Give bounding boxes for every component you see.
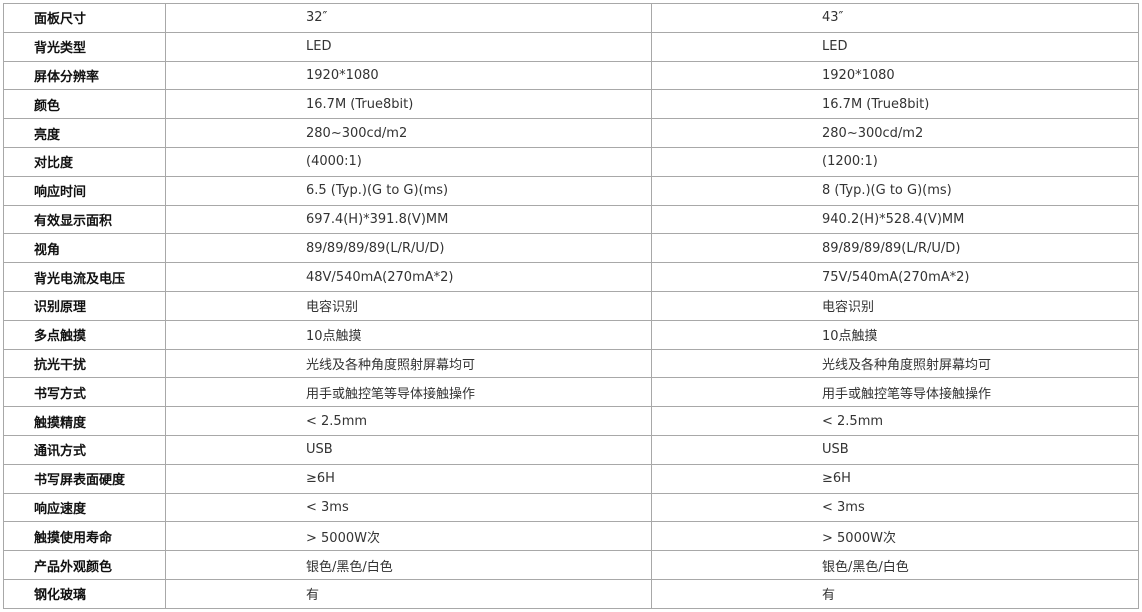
spec-value-32: (4000:1) [165, 146, 652, 177]
spec-value-43: 8 (Typ.)(G to G)(ms) [651, 175, 1139, 206]
table-row: 有效显示面积 697.4(H)*391.8(V)MM 940.2(H)*528.4(… [3, 204, 1139, 235]
table-row: 书写屏表面硬度 ≥6H ≥6H [3, 463, 1139, 494]
spec-label: 屏体分辨率 [3, 60, 166, 91]
table-row: 亮度 280~300cd/m2 280~300cd/m2 [3, 118, 1139, 148]
spec-value-43: < 3ms [651, 492, 1139, 523]
spec-value-32: ≥6H [165, 463, 652, 494]
spec-value-32: USB [165, 434, 652, 465]
spec-label: 颜色 [3, 89, 166, 120]
spec-label: 响应时间 [3, 175, 166, 206]
spec-value-32: 10点触摸 [165, 319, 652, 350]
table-row: 背光类型 LED LED [3, 31, 1139, 62]
table-row: 书写方式 用手或触控笔等导体接触操作 用手或触控笔等导体接触操作 [3, 377, 1139, 408]
spec-value-43: 光线及各种角度照射屏幕均可 [651, 348, 1139, 379]
table-row: 识别原理 电容识别 电容识别 [3, 290, 1139, 321]
spec-label: 视角 [3, 233, 166, 264]
table-row: 抗光干扰 光线及各种角度照射屏幕均可 光线及各种角度照射屏幕均可 [3, 348, 1139, 379]
spec-value-32: > 5000W次 [165, 521, 652, 552]
spec-value-43: 280~300cd/m2 [651, 118, 1139, 148]
spec-value-32: 280~300cd/m2 [165, 118, 652, 148]
table-row: 面板尺寸 32″ 43″ [3, 3, 1139, 33]
spec-label: 产品外观颜色 [3, 550, 166, 580]
spec-value-32: 用手或触控笔等导体接触操作 [165, 377, 652, 408]
spec-value-43: 1920*1080 [651, 60, 1139, 91]
spec-label: 背光类型 [3, 31, 166, 62]
spec-label: 通讯方式 [3, 434, 166, 465]
table-row: 屏体分辨率 1920*1080 1920*1080 [3, 60, 1139, 91]
spec-label: 钢化玻璃 [3, 578, 166, 609]
table-row: 响应速度 < 3ms < 3ms [3, 492, 1139, 523]
spec-value-43: 用手或触控笔等导体接触操作 [651, 377, 1139, 408]
table-row: 多点触摸 10点触摸 10点触摸 [3, 319, 1139, 350]
table-row: 钢化玻璃有有 [3, 578, 1139, 609]
spec-value-43: ≥6H [651, 463, 1139, 494]
table-row: 对比度 (4000:1) (1200:1) [3, 146, 1139, 177]
table-row: 颜色 16.7M (True8bit) 16.7M (True8bit) [3, 89, 1139, 120]
spec-value-43: 940.2(H)*528.4(V)MM [651, 204, 1139, 235]
spec-label: 书写方式 [3, 377, 166, 408]
spec-label: 抗光干扰 [3, 348, 166, 379]
spec-value-32: 697.4(H)*391.8(V)MM [165, 204, 652, 235]
spec-value-43: 有 [651, 578, 1139, 609]
table-row: 通讯方式 USB USB [3, 434, 1139, 465]
spec-value-32: 光线及各种角度照射屏幕均可 [165, 348, 652, 379]
spec-value-32: LED [165, 31, 652, 62]
spec-value-43: 电容识别 [651, 290, 1139, 321]
spec-value-32: 89/89/89/89(L/R/U/D) [165, 233, 652, 264]
spec-value-43: > 5000W次 [651, 521, 1139, 552]
spec-table: 面板尺寸 32″ 43″ 背光类型 LED LED 屏体分辨率 1920*1080 1920*1… [3, 3, 1139, 609]
spec-label: 背光电流及电压 [3, 262, 166, 292]
spec-value-43: 89/89/89/89(L/R/U/D) [651, 233, 1139, 264]
table-row: 响应时间 6.5 (Typ.)(G to G)(ms) 8 (Typ.)(G to … [3, 175, 1139, 206]
table-row: 视角 89/89/89/89(L/R/U/D) 89/89/89/89(L/R/U/… [3, 233, 1139, 264]
spec-value-32: 有 [165, 578, 652, 609]
table-row: 产品外观颜色 银色/黑色/白色 银色/黑色/白色 [3, 550, 1139, 580]
spec-value-43: LED [651, 31, 1139, 62]
spec-value-43: 16.7M (True8bit) [651, 89, 1139, 120]
spec-label: 响应速度 [3, 492, 166, 523]
spec-value-43: 银色/黑色/白色 [651, 550, 1139, 580]
spec-label: 对比度 [3, 146, 166, 177]
spec-label: 有效显示面积 [3, 204, 166, 235]
spec-value-43: 75V/540mA(270mA*2) [651, 262, 1139, 292]
spec-label: 触摸使用寿命 [3, 521, 166, 552]
spec-value-32: < 2.5mm [165, 406, 652, 436]
spec-value-32: 48V/540mA(270mA*2) [165, 262, 652, 292]
table-row: 触摸使用寿命 > 5000W次 > 5000W次 [3, 521, 1139, 552]
table-row: 触摸精度 < 2.5mm < 2.5mm [3, 406, 1139, 436]
spec-value-43: 10点触摸 [651, 319, 1139, 350]
spec-value-32: 16.7M (True8bit) [165, 89, 652, 120]
spec-value-43: (1200:1) [651, 146, 1139, 177]
spec-value-32: 6.5 (Typ.)(G to G)(ms) [165, 175, 652, 206]
spec-label: 识别原理 [3, 290, 166, 321]
spec-value-32: 银色/黑色/白色 [165, 550, 652, 580]
spec-label: 面板尺寸 [3, 3, 166, 33]
spec-value-32: 电容识别 [165, 290, 652, 321]
spec-value-43: USB [651, 434, 1139, 465]
spec-label: 书写屏表面硬度 [3, 463, 166, 494]
table-row: 背光电流及电压 48V/540mA(270mA*2) 75V/540mA(270mA… [3, 262, 1139, 292]
spec-label: 多点触摸 [3, 319, 166, 350]
spec-label: 亮度 [3, 118, 166, 148]
spec-value-32: < 3ms [165, 492, 652, 523]
spec-label: 触摸精度 [3, 406, 166, 436]
spec-value-32: 32″ [165, 3, 652, 33]
spec-value-43: < 2.5mm [651, 406, 1139, 436]
spec-value-32: 1920*1080 [165, 60, 652, 91]
spec-value-43: 43″ [651, 3, 1139, 33]
